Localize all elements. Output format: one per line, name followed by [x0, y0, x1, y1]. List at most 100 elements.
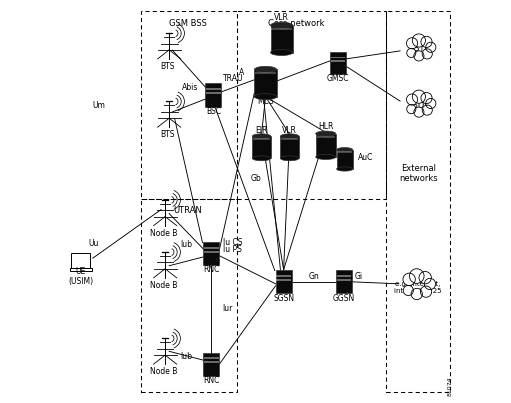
Circle shape [403, 285, 413, 295]
Text: Iub: Iub [180, 240, 192, 249]
Bar [141, 11, 238, 199]
Bar [204, 357, 219, 359]
Text: UE
(USIM): UE (USIM) [68, 267, 94, 286]
Text: ISDN: ISDN [410, 101, 430, 110]
Text: GMSC: GMSC [327, 74, 349, 83]
Circle shape [414, 107, 424, 117]
Text: Node B: Node B [150, 368, 177, 376]
Text: HLR: HLR [318, 122, 334, 131]
Ellipse shape [254, 93, 276, 100]
Text: External
networks: External networks [399, 164, 437, 183]
Bar [276, 275, 291, 277]
Text: Node B: Node B [150, 229, 177, 238]
Text: SGSN: SGSN [273, 294, 294, 303]
Text: RNC: RNC [203, 265, 220, 274]
Text: Gn: Gn [308, 272, 319, 281]
Text: GGSN: GGSN [333, 294, 355, 303]
Circle shape [424, 278, 435, 290]
Circle shape [406, 94, 417, 105]
Bar [336, 270, 352, 293]
Text: Uu: Uu [89, 239, 99, 248]
Bar [331, 60, 345, 62]
Bar [270, 25, 293, 52]
Bar [206, 88, 221, 90]
Ellipse shape [337, 167, 353, 171]
Text: TRAU: TRAU [223, 74, 244, 83]
Text: Iu PS: Iu PS [223, 245, 241, 254]
Bar [254, 69, 276, 97]
Bar [337, 150, 353, 169]
Ellipse shape [316, 131, 336, 136]
Bar [337, 279, 351, 280]
Circle shape [422, 49, 432, 59]
Bar [337, 275, 351, 277]
Circle shape [414, 51, 424, 61]
Text: Iub: Iub [180, 352, 192, 361]
Bar [331, 56, 345, 58]
Bar [205, 83, 221, 107]
Bar [253, 138, 270, 140]
Text: Um: Um [93, 101, 106, 110]
Circle shape [403, 273, 415, 285]
Text: Node B: Node B [150, 281, 177, 290]
Text: BTS: BTS [160, 62, 175, 71]
Ellipse shape [337, 147, 353, 152]
Ellipse shape [270, 22, 293, 28]
Text: MCS: MCS [257, 97, 274, 106]
Ellipse shape [254, 66, 276, 73]
Bar [71, 253, 90, 268]
Bar [330, 52, 346, 74]
Bar [204, 247, 219, 249]
Bar [203, 353, 219, 376]
Bar [204, 361, 219, 363]
Text: 81074: 81074 [448, 377, 453, 396]
Text: VLR: VLR [274, 13, 289, 23]
Text: VLR: VLR [282, 126, 297, 135]
Bar [316, 136, 335, 138]
Circle shape [409, 269, 424, 283]
Ellipse shape [281, 134, 299, 139]
Circle shape [412, 90, 426, 103]
Bar [337, 152, 352, 153]
Bar [276, 279, 291, 280]
Bar [281, 136, 299, 158]
Ellipse shape [270, 50, 293, 56]
Ellipse shape [252, 156, 271, 161]
Text: GSM BSS: GSM BSS [169, 19, 207, 28]
Text: A: A [239, 69, 244, 77]
Circle shape [407, 104, 416, 114]
Bar [281, 138, 298, 140]
Circle shape [421, 36, 432, 48]
Circle shape [426, 42, 436, 52]
Bar [141, 199, 238, 392]
Text: Iu CS: Iu CS [223, 238, 242, 247]
Ellipse shape [252, 134, 271, 139]
Circle shape [421, 286, 432, 297]
Circle shape [419, 272, 431, 284]
Bar [316, 134, 336, 157]
Bar [275, 270, 292, 293]
Bar [203, 242, 219, 265]
Bar [256, 72, 276, 74]
Text: Iur: Iur [222, 304, 232, 314]
Circle shape [422, 105, 432, 115]
Text: UTRAN: UTRAN [173, 206, 202, 215]
Text: BTS: BTS [160, 131, 175, 139]
Circle shape [411, 289, 423, 299]
Text: AuC: AuC [358, 153, 374, 162]
Text: Abis: Abis [182, 83, 198, 91]
Ellipse shape [281, 156, 299, 161]
Bar [204, 251, 219, 253]
Circle shape [412, 34, 426, 47]
Text: Core network: Core network [268, 19, 324, 28]
Circle shape [426, 98, 436, 108]
Bar [271, 28, 292, 30]
Text: RNC: RNC [203, 376, 220, 385]
Text: PDN
e.g. internet,
intranet, x.25: PDN e.g. internet, intranet, x.25 [394, 274, 442, 294]
Text: Gb: Gb [251, 174, 262, 183]
Circle shape [406, 38, 417, 49]
Text: PSTN: PSTN [409, 44, 431, 53]
Text: BSC: BSC [206, 107, 221, 116]
Bar [386, 11, 450, 392]
Text: Iu: Iu [209, 355, 216, 365]
